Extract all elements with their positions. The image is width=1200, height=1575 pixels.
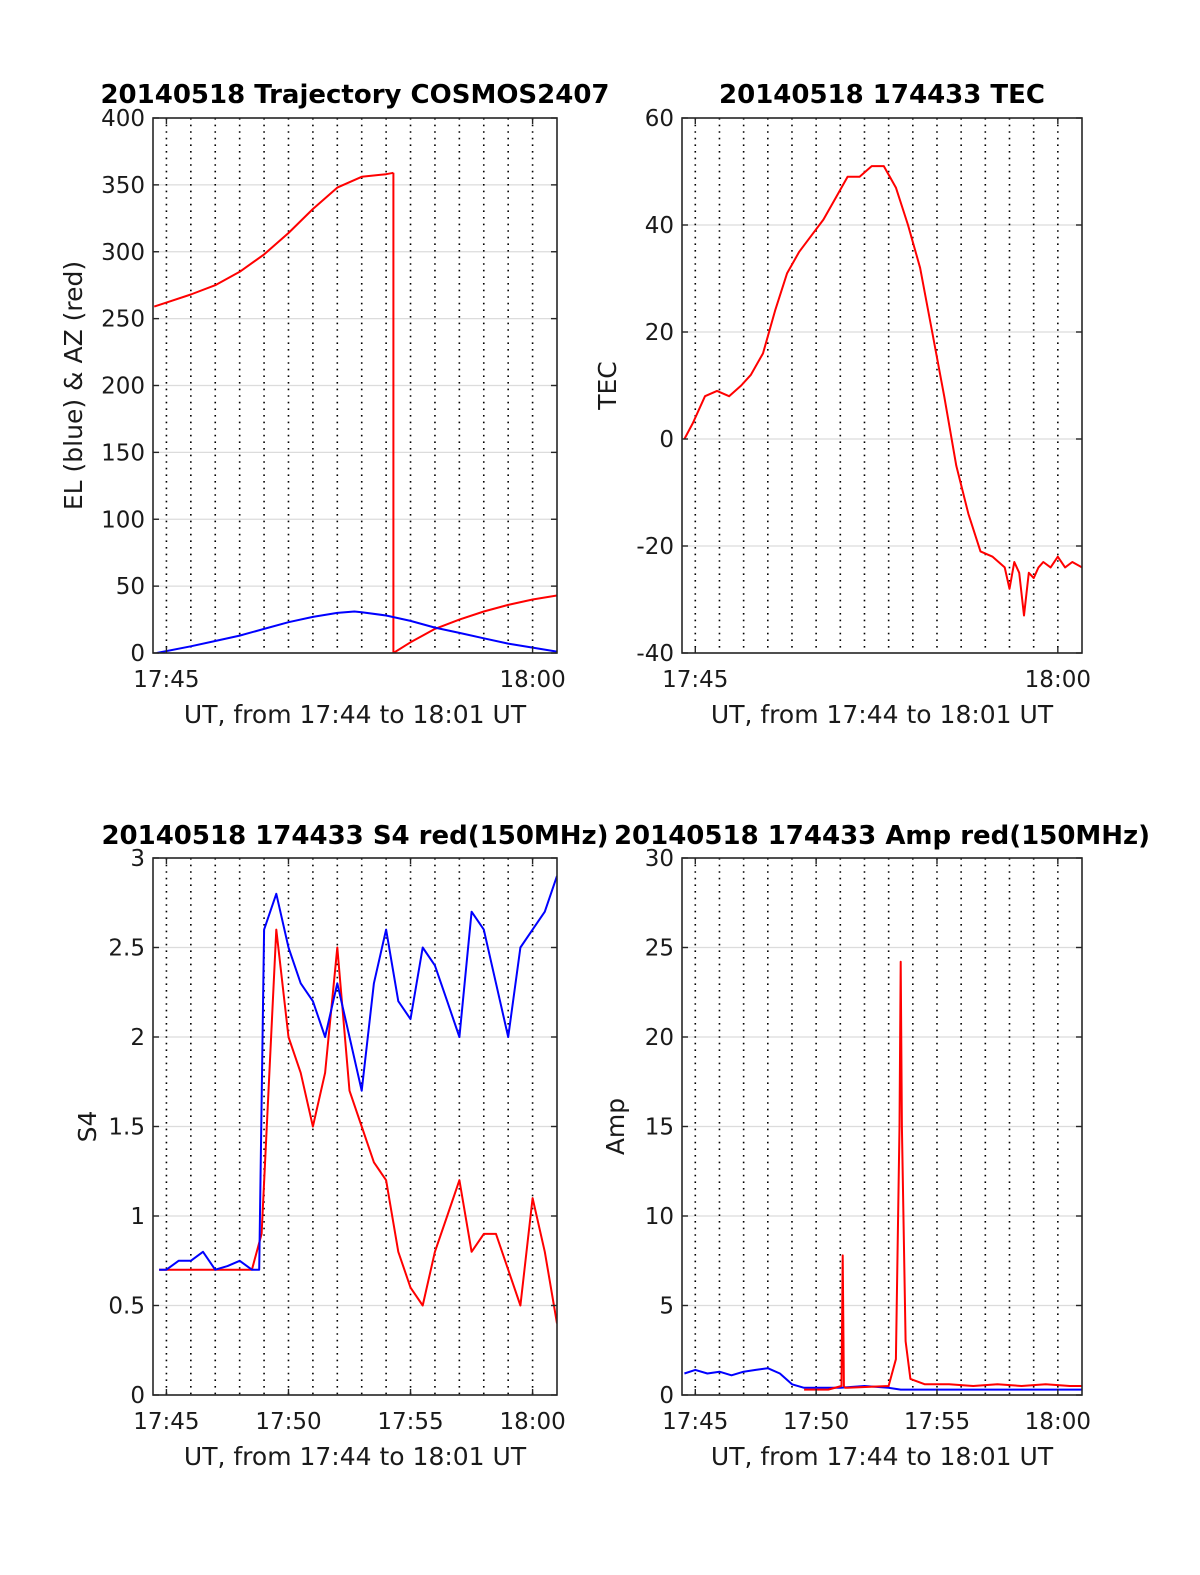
- panel-amp: 0 5 10 15 20 25 30 17:45 17:50 17:55 18:00 20140518…: [601, 821, 1150, 1471]
- y-tick-label: 0: [659, 427, 674, 453]
- y-tick-label: 15: [645, 1115, 674, 1141]
- x-tick-label: 18:00: [1025, 667, 1091, 693]
- x-axis-label: UT, from 17:44 to 18:01 UT: [711, 1442, 1054, 1471]
- y-tick-label: 0: [130, 641, 145, 667]
- chart-title: 20140518 174433 S4 red(150MHz): [101, 821, 608, 851]
- chart-title: 20140518 174433 Amp red(150MHz): [614, 821, 1150, 851]
- x-axis-label: UT, from 17:44 to 18:01 UT: [711, 700, 1054, 729]
- x-tick-label: 18:00: [1025, 1409, 1091, 1435]
- y-tick-label: 400: [101, 106, 145, 132]
- series-line-blue-0: [684, 1367, 1082, 1391]
- y-tick-label: 3: [130, 846, 145, 872]
- x-axis-label: UT, from 17:44 to 18:01 UT: [184, 700, 527, 729]
- y-tick-label: 2.5: [108, 936, 145, 962]
- y-tick-label: 5: [659, 1294, 674, 1320]
- y-tick-label: 25: [645, 936, 674, 962]
- y-tick-label: 250: [101, 307, 145, 333]
- chart-title: 20140518 174433 TEC: [719, 80, 1045, 110]
- y-tick-label: 2: [130, 1025, 145, 1051]
- y-tick-label: 150: [101, 440, 145, 466]
- series-line-blue-1: [159, 875, 557, 1271]
- panel-s4: 0 0.5 1 1.5 2 2.5 3 17:45 17:50 17:55 18:00 2014051…: [73, 821, 609, 1471]
- series-line-red-0: [159, 928, 557, 1324]
- y-tick-label: 20: [645, 1025, 674, 1051]
- y-tick-label: -40: [636, 641, 674, 667]
- y-tick-label: 60: [645, 106, 674, 132]
- y-tick-label: 1: [130, 1204, 145, 1230]
- series-line-red-0: [153, 171, 394, 308]
- panel-trajectory: 0 50 100 150 200 250 300 350 400 17:45 18:00 201405…: [59, 80, 610, 729]
- x-tick-label: 17:45: [662, 667, 728, 693]
- series-line-blue-3: [156, 610, 557, 653]
- y-tick-label: 350: [101, 173, 145, 199]
- x-tick-label: 17:45: [662, 1409, 728, 1435]
- x-tick-label: 18:00: [499, 1409, 565, 1435]
- x-tick-label: 18:00: [499, 667, 565, 693]
- y-tick-label: 300: [101, 240, 145, 266]
- x-tick-label: 17:50: [255, 1409, 321, 1435]
- chart-title: 20140518 Trajectory COSMOS2407: [100, 80, 609, 110]
- x-tick-label: 17:55: [904, 1409, 970, 1435]
- panel-tec: -40 -20 0 20 40 60 17:45 18:00 20140518 174433 T…: [593, 80, 1091, 729]
- y-tick-label: 100: [101, 507, 145, 533]
- series-line-red-2: [392, 594, 557, 653]
- y-tick-label: 10: [645, 1204, 674, 1230]
- y-tick-label: 0: [659, 1383, 674, 1409]
- y-axis-label: S4: [73, 1111, 102, 1143]
- x-tick-label: 17:50: [783, 1409, 849, 1435]
- y-tick-label: 50: [116, 574, 145, 600]
- y-tick-label: 40: [645, 213, 674, 239]
- x-tick-label: 17:55: [377, 1409, 443, 1435]
- y-tick-label: 0: [130, 1383, 145, 1409]
- y-axis-label: TEC: [593, 361, 622, 411]
- y-tick-label: 30: [645, 846, 674, 872]
- x-tick-label: 17:45: [133, 667, 199, 693]
- y-tick-label: 20: [645, 320, 674, 346]
- x-axis-label: UT, from 17:44 to 18:01 UT: [184, 1442, 527, 1471]
- y-axis-label: Amp: [601, 1098, 630, 1155]
- axes-frame: [681, 117, 1083, 654]
- series-line-red-0: [683, 165, 1082, 617]
- y-tick-label: -20: [636, 534, 674, 560]
- y-tick-label: 200: [101, 374, 145, 400]
- y-axis-label: EL (blue) & AZ (red): [59, 261, 88, 510]
- y-tick-label: 0.5: [108, 1294, 145, 1320]
- x-tick-label: 17:45: [133, 1409, 199, 1435]
- y-tick-label: 1.5: [108, 1115, 145, 1141]
- series-line-red-1: [804, 960, 1082, 1391]
